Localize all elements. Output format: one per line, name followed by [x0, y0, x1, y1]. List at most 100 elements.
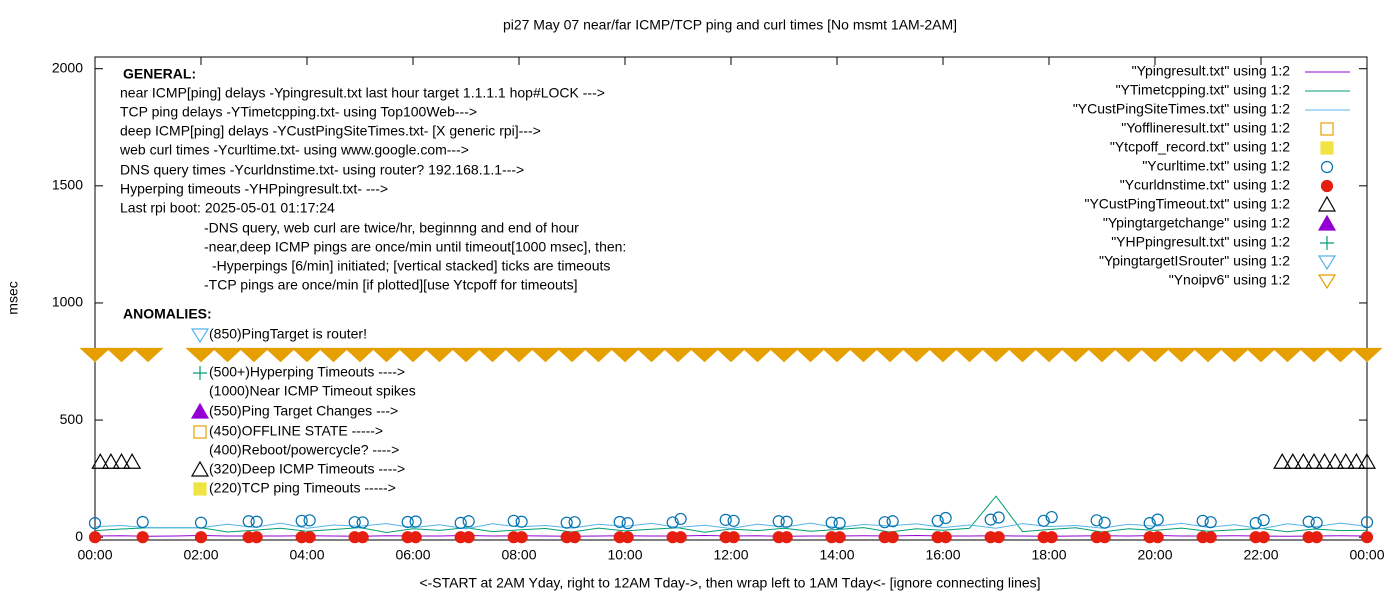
annotation: (400)Reboot/powercycle? ----> — [209, 442, 399, 458]
y-tick-label: 500 — [60, 411, 84, 427]
data-point — [79, 347, 111, 363]
data-point — [568, 531, 581, 544]
data-point — [1204, 531, 1217, 544]
data-point — [1310, 531, 1323, 544]
data-point — [741, 347, 774, 363]
data-point — [927, 347, 959, 363]
annotation: (850)PingTarget is router! — [209, 326, 367, 342]
data-point — [507, 514, 520, 527]
annotation: web curl times -Ycurltime.txt- using www… — [119, 142, 469, 158]
annotation: -Hyperpings [6/min] initiated; [vertical… — [212, 258, 610, 274]
data-point — [397, 347, 429, 363]
data-point — [1249, 517, 1262, 530]
data-point — [1098, 531, 1111, 544]
data-point — [1324, 347, 1357, 363]
data-point — [613, 515, 626, 529]
data-point — [1294, 453, 1313, 469]
x-tick-label: 20:00 — [1137, 547, 1172, 563]
data-point — [242, 515, 255, 528]
annotation: (450)OFFLINE STATE -----> — [209, 423, 383, 439]
data-point — [1037, 514, 1050, 527]
data-point — [821, 347, 853, 363]
data-point — [719, 513, 732, 526]
data-point — [727, 514, 740, 527]
data-point — [1033, 347, 1065, 363]
data-point — [874, 347, 906, 363]
legend-swatch — [1320, 160, 1334, 174]
data-point — [423, 347, 456, 363]
annotation: DNS query times -Ycurldnstime.txt- using… — [120, 162, 524, 178]
data-point — [1336, 453, 1355, 469]
data-point — [772, 515, 785, 528]
legend-label: "YTimetcpping.txt" using 1:2 — [1116, 82, 1291, 98]
data-point — [211, 347, 244, 363]
data-point — [136, 531, 149, 544]
x-tick-label: 08:00 — [501, 547, 536, 563]
legend-swatch — [1320, 141, 1334, 155]
annotation-symbol — [193, 482, 207, 496]
x-tick-label: 02:00 — [183, 547, 218, 563]
data-point — [450, 347, 482, 363]
x-tick-label: 00:00 — [1349, 547, 1384, 563]
data-point — [1347, 453, 1366, 469]
data-point — [409, 531, 422, 544]
data-point — [688, 347, 721, 363]
legend-label: "Ypingtargetchange" using 1:2 — [1103, 215, 1290, 231]
annotation: GENERAL: — [123, 66, 196, 82]
x-tick-label: 18:00 — [1031, 547, 1066, 563]
data-point — [662, 347, 694, 363]
legend-label: "YCustPingTimeout.txt" using 1:2 — [1084, 196, 1290, 212]
legend-label: "Ycurltime.txt" using 1:2 — [1142, 158, 1290, 174]
legend-label: "YpingtargetISrouter" using 1:2 — [1099, 253, 1290, 269]
data-point — [409, 515, 422, 528]
data-point — [356, 531, 369, 544]
data-point — [666, 516, 679, 529]
data-point — [1059, 347, 1092, 363]
data-point — [303, 514, 316, 527]
data-point — [833, 531, 846, 544]
data-point — [454, 516, 467, 530]
data-point — [1151, 513, 1164, 526]
data-point — [621, 531, 634, 544]
data-point — [878, 516, 891, 529]
data-point — [980, 347, 1012, 363]
data-point — [1245, 347, 1277, 363]
data-point — [609, 347, 641, 363]
chart-title: pi27 May 07 near/far ICMP/TCP ping and c… — [503, 17, 957, 33]
legend-swatch — [1317, 195, 1337, 212]
data-point — [123, 453, 142, 469]
data-point — [1257, 531, 1270, 544]
legend-swatch — [1320, 122, 1334, 136]
data-point — [621, 517, 634, 530]
annotation-symbol — [193, 425, 207, 439]
data-point — [780, 515, 793, 528]
annotation: (320)Deep ICMP Timeouts ----> — [209, 461, 405, 477]
y-tick-label: 0 — [75, 528, 83, 544]
data-point — [560, 516, 573, 529]
data-point — [303, 531, 316, 544]
legend-swatch — [1320, 236, 1334, 250]
data-point — [582, 347, 615, 363]
data-point — [1283, 453, 1302, 469]
data-point — [1326, 453, 1345, 469]
data-point — [1045, 531, 1058, 544]
data-point — [1271, 347, 1304, 363]
data-point — [1151, 531, 1164, 544]
x-tick-label: 16:00 — [925, 547, 960, 563]
annotation: (1000)Near ICMP Timeout spikes — [209, 383, 416, 399]
data-point — [1192, 347, 1224, 363]
data-point — [529, 347, 562, 363]
annotation-symbol — [190, 402, 210, 419]
data-point — [136, 515, 149, 529]
data-point — [886, 515, 899, 528]
data-point — [1302, 515, 1315, 528]
data-point — [825, 516, 838, 529]
data-point — [1204, 516, 1217, 529]
legend-swatch — [1317, 274, 1337, 290]
data-point — [568, 516, 581, 529]
data-point — [847, 347, 880, 363]
annotation: Hyperping timeouts -YHPpingresult.txt- -… — [120, 181, 388, 197]
data-point — [348, 516, 361, 529]
annotation: deep ICMP[ping] delays -YCustPingSiteTim… — [120, 123, 541, 139]
